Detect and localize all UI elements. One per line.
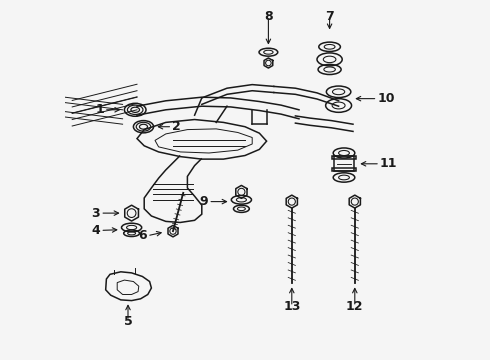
Text: 1: 1: [95, 103, 104, 116]
Text: 11: 11: [380, 157, 397, 170]
Text: 10: 10: [377, 92, 395, 105]
Text: 7: 7: [325, 10, 334, 23]
Text: 12: 12: [346, 300, 364, 313]
Text: 6: 6: [139, 229, 147, 242]
Text: 13: 13: [283, 300, 300, 313]
Text: 3: 3: [92, 207, 100, 220]
Text: 9: 9: [199, 195, 208, 208]
Text: 8: 8: [264, 10, 273, 23]
Text: 4: 4: [92, 224, 100, 237]
Bar: [334, 156, 354, 171]
Bar: [332, 156, 356, 159]
Bar: [332, 168, 356, 171]
Text: 5: 5: [123, 315, 132, 328]
Text: 2: 2: [172, 120, 181, 133]
